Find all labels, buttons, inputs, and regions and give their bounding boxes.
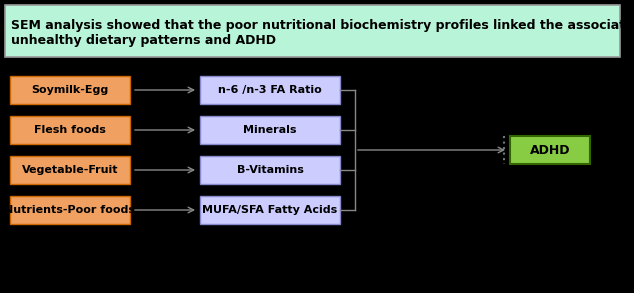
FancyBboxPatch shape xyxy=(200,156,340,184)
Text: MUFA/SFA Fatty Acids: MUFA/SFA Fatty Acids xyxy=(202,205,338,215)
Text: Minerals: Minerals xyxy=(243,125,297,135)
FancyBboxPatch shape xyxy=(10,196,130,224)
Text: SEM analysis showed that the poor nutritional biochemistry profiles linked the a: SEM analysis showed that the poor nutrit… xyxy=(11,19,634,47)
Text: Vegetable-Fruit: Vegetable-Fruit xyxy=(22,165,119,175)
Text: n-6 /n-3 FA Ratio: n-6 /n-3 FA Ratio xyxy=(218,85,322,95)
Text: Soymilk-Egg: Soymilk-Egg xyxy=(31,85,108,95)
FancyBboxPatch shape xyxy=(200,196,340,224)
FancyBboxPatch shape xyxy=(5,5,620,57)
Text: Nutrients-Poor foods: Nutrients-Poor foods xyxy=(4,205,136,215)
Text: Flesh foods: Flesh foods xyxy=(34,125,106,135)
FancyBboxPatch shape xyxy=(10,116,130,144)
FancyBboxPatch shape xyxy=(10,156,130,184)
Text: B-Vitamins: B-Vitamins xyxy=(236,165,304,175)
FancyBboxPatch shape xyxy=(10,76,130,104)
FancyBboxPatch shape xyxy=(200,116,340,144)
FancyBboxPatch shape xyxy=(510,136,590,164)
Text: ADHD: ADHD xyxy=(530,144,570,156)
FancyBboxPatch shape xyxy=(200,76,340,104)
